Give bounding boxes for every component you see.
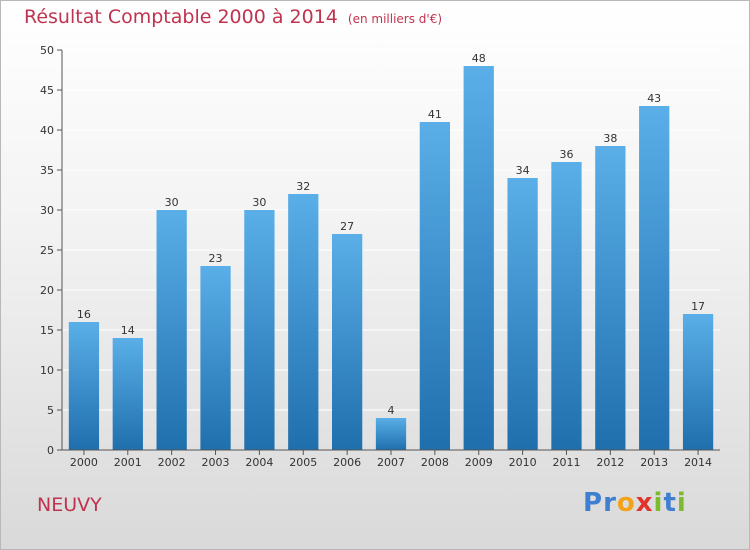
y-tick-label: 35 xyxy=(40,164,54,177)
title-text: Résultat Comptable 2000 à 2014 xyxy=(24,6,338,28)
bar-2014 xyxy=(682,314,714,450)
bar-2005 xyxy=(288,194,319,450)
bar-2009 xyxy=(463,66,494,450)
bar-2011 xyxy=(551,162,582,450)
x-tick-label: 2004 xyxy=(245,456,273,469)
bar-2010 xyxy=(507,178,538,450)
chart-title: Résultat Comptable 2000 à 2014 (en millie… xyxy=(24,6,442,28)
bars: 16 14 30 23 30 32 27 4 41 48 34 36 38 43 17 xyxy=(68,52,714,450)
y-tick-label: 50 xyxy=(40,44,54,57)
x-tick-label: 2001 xyxy=(114,456,142,469)
x-tick-label: 2003 xyxy=(202,456,230,469)
y-tick-label: 25 xyxy=(40,244,54,257)
y-tick-label: 30 xyxy=(40,204,54,217)
chart-subtitle: (en milliers d'€) xyxy=(347,12,443,26)
x-tick-label: 2012 xyxy=(596,456,624,469)
bar-2013 xyxy=(639,106,670,450)
y-tick-label: 40 xyxy=(40,124,54,137)
bar-value-label: 14 xyxy=(121,324,135,337)
bar-2002 xyxy=(156,210,187,450)
logo-letter: i xyxy=(676,488,687,518)
bar-value-label: 30 xyxy=(165,196,179,209)
bar-value-label: 36 xyxy=(559,148,573,161)
bar-value-label: 43 xyxy=(647,92,661,105)
x-tick-label: 2013 xyxy=(640,456,668,469)
bar-2001 xyxy=(112,338,143,450)
x-tick-label: 2006 xyxy=(333,456,361,469)
bar-value-label: 27 xyxy=(340,220,354,233)
x-tick-label: 2009 xyxy=(465,456,493,469)
logo-letter: r xyxy=(603,488,617,518)
bar-value-label: 4 xyxy=(388,404,395,417)
bar-2008 xyxy=(419,122,451,450)
logo-letter: x xyxy=(635,488,654,518)
y-tick-label: 20 xyxy=(40,284,54,297)
bar-2007 xyxy=(375,418,407,450)
logo-letter: P xyxy=(583,488,604,518)
bar-value-label: 17 xyxy=(691,300,705,313)
bar-2006 xyxy=(331,234,363,450)
x-tick-label: 2000 xyxy=(70,456,98,469)
bar-value-label: 16 xyxy=(77,308,91,321)
commune-name: NEUVY xyxy=(37,494,102,516)
bar-value-label: 48 xyxy=(472,52,486,65)
bar-value-label: 23 xyxy=(209,252,223,265)
x-axis: 2000 2001 2002 2003 2004 2005 2006 2007 2008 2009… xyxy=(62,449,720,469)
logo-letter: o xyxy=(616,488,636,518)
x-tick-label: 2011 xyxy=(552,456,580,469)
y-axis: 0 5 10 15 20 25 30 35 40 45 50 xyxy=(40,44,63,457)
x-tick-label: 2005 xyxy=(289,456,317,469)
proxiti-logo[interactable]: Proxiti xyxy=(583,488,687,518)
bar-2000 xyxy=(68,322,100,450)
bar-value-label: 38 xyxy=(603,132,617,145)
bar-value-label: 34 xyxy=(516,164,530,177)
y-tick-label: 10 xyxy=(40,364,54,377)
bar-2003 xyxy=(200,266,231,450)
x-tick-label: 2002 xyxy=(158,456,186,469)
y-tick-label: 5 xyxy=(47,404,54,417)
x-tick-label: 2014 xyxy=(684,456,712,469)
x-tick-label: 2007 xyxy=(377,456,405,469)
logo-letter: i xyxy=(653,488,664,518)
bar-2012 xyxy=(595,146,626,450)
bar-value-label: 32 xyxy=(296,180,310,193)
bar-2004 xyxy=(244,210,275,450)
logo-letter: t xyxy=(663,488,677,518)
y-tick-label: 45 xyxy=(40,84,54,97)
bar-value-label: 30 xyxy=(252,196,266,209)
x-tick-label: 2010 xyxy=(509,456,537,469)
bar-value-label: 41 xyxy=(428,108,442,121)
y-tick-label: 15 xyxy=(40,324,54,337)
y-tick-label: 0 xyxy=(47,444,54,457)
x-tick-label: 2008 xyxy=(421,456,449,469)
